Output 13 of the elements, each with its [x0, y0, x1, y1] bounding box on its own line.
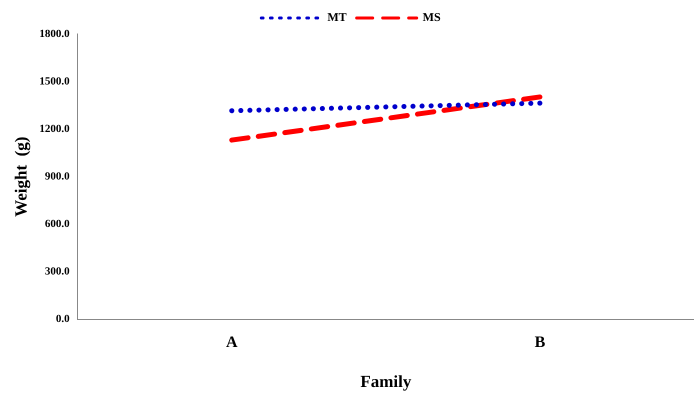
x-tick-label: B [534, 334, 546, 352]
x-axis-title: Family [360, 372, 412, 392]
y-tick-label: 900.0 [44, 170, 70, 183]
y-tick-label: 1800.0 [39, 28, 70, 40]
y-axis-title: Weight (g) [12, 136, 31, 217]
y-tick-label: 600.0 [44, 218, 70, 230]
legend-label: MS [422, 10, 441, 24]
y-tick-label: 1500.0 [39, 75, 70, 88]
y-tick-label: 300.0 [44, 266, 70, 278]
y-tick-label: 1200.0 [39, 122, 70, 135]
legend-label: MT [327, 10, 347, 24]
x-tick-label: A [226, 334, 238, 352]
y-tick-label: 0.0 [56, 313, 70, 326]
